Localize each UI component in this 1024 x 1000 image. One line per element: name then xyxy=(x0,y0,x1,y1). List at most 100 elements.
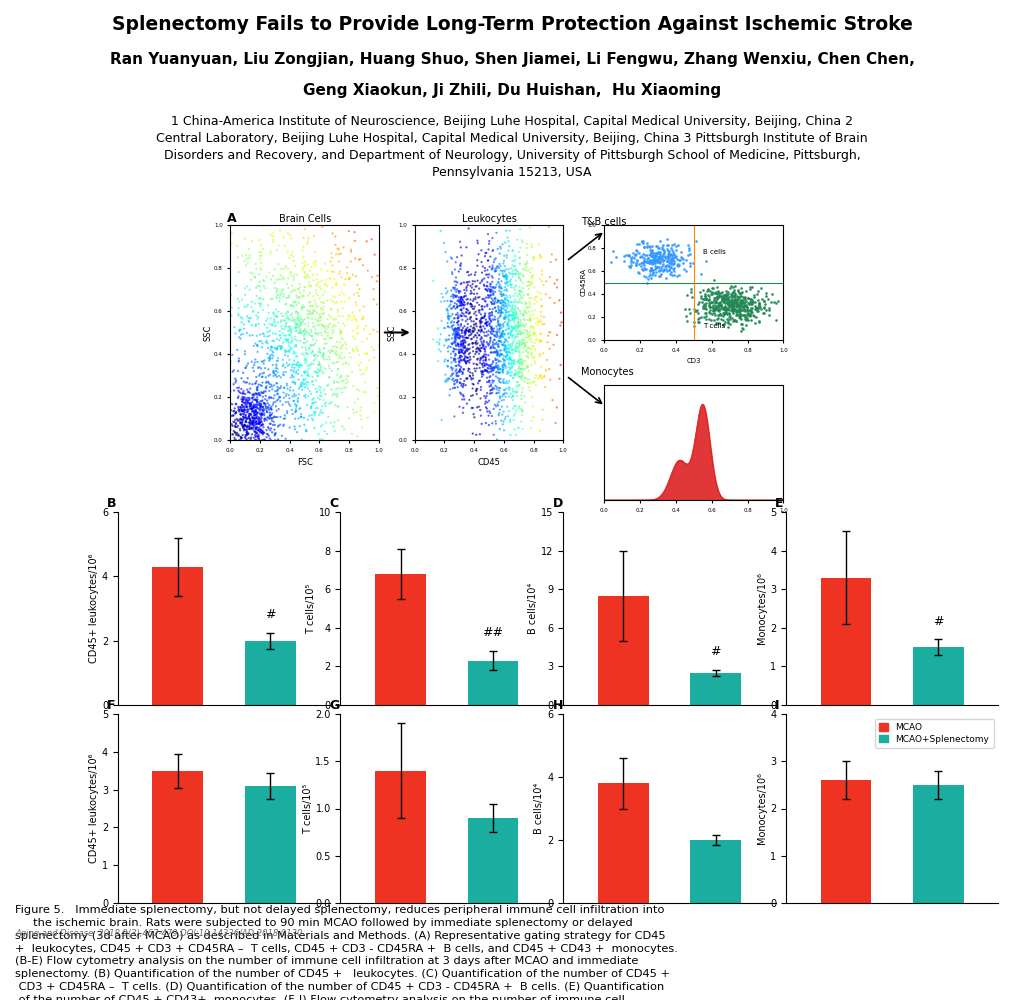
Point xyxy=(520,358,537,374)
Point xyxy=(717,299,733,315)
Point xyxy=(519,360,536,376)
Point xyxy=(717,302,733,318)
Point xyxy=(300,380,316,396)
Point xyxy=(237,418,253,434)
Point xyxy=(290,392,306,408)
Text: Ran Yuanyuan, Liu Zongjian, Huang Shuo, Shen Jiamei, Li Fengwu, Zhang Wenxiu, Ch: Ran Yuanyuan, Liu Zongjian, Huang Shuo, … xyxy=(110,52,914,67)
Point xyxy=(260,441,276,457)
Point xyxy=(483,463,500,479)
Point xyxy=(497,295,513,311)
Point xyxy=(266,280,283,296)
Point xyxy=(496,356,512,372)
Point xyxy=(249,337,265,353)
Point xyxy=(481,393,498,409)
Point xyxy=(237,287,253,303)
Point xyxy=(502,324,518,340)
Point xyxy=(228,436,245,452)
Point xyxy=(496,342,512,358)
Point xyxy=(239,251,255,267)
Point xyxy=(519,375,536,391)
Point xyxy=(501,365,517,381)
Point xyxy=(487,279,504,295)
Point xyxy=(258,422,274,438)
Point xyxy=(507,262,523,278)
Point xyxy=(649,254,666,270)
Point xyxy=(287,282,303,298)
Point xyxy=(497,263,513,279)
Point xyxy=(465,323,481,339)
Point xyxy=(500,341,516,357)
Point xyxy=(266,417,283,433)
Point xyxy=(303,398,319,414)
Point xyxy=(455,387,471,403)
Point xyxy=(245,402,261,418)
Point xyxy=(271,223,288,239)
Bar xyxy=(245,786,296,903)
Point xyxy=(305,288,322,304)
Point xyxy=(479,318,496,334)
Point xyxy=(464,331,480,347)
Point xyxy=(443,318,460,334)
Point xyxy=(346,233,362,249)
Point xyxy=(439,358,456,374)
Point xyxy=(483,359,500,375)
Point xyxy=(515,280,531,296)
Point xyxy=(501,350,517,366)
Point xyxy=(292,314,308,330)
Point xyxy=(325,288,341,304)
Point xyxy=(243,454,259,470)
Point xyxy=(351,383,368,399)
Point xyxy=(509,326,525,342)
Point xyxy=(730,298,746,314)
Point xyxy=(287,396,303,412)
Point xyxy=(259,324,275,340)
Point xyxy=(275,390,292,406)
Point xyxy=(315,346,332,362)
Point xyxy=(658,257,675,273)
Point xyxy=(484,320,501,336)
Point xyxy=(466,377,482,393)
Point xyxy=(522,276,539,292)
Point xyxy=(495,363,511,379)
Point xyxy=(495,324,511,340)
Point xyxy=(341,271,357,287)
Point xyxy=(445,343,462,359)
Point xyxy=(238,414,254,430)
Point xyxy=(480,408,497,424)
Point xyxy=(311,290,328,306)
Point xyxy=(237,417,253,433)
Point xyxy=(477,362,494,378)
Point xyxy=(455,345,471,361)
Point xyxy=(219,330,236,346)
Point xyxy=(251,386,267,402)
Point xyxy=(705,300,721,316)
Point xyxy=(514,332,530,348)
Point xyxy=(289,316,305,332)
Point xyxy=(508,307,524,323)
Point xyxy=(243,434,259,450)
Point xyxy=(305,395,322,411)
Point xyxy=(469,258,485,274)
Point xyxy=(510,317,526,333)
Point xyxy=(485,427,502,443)
Point xyxy=(252,327,268,343)
Point xyxy=(271,288,288,304)
Point xyxy=(340,312,356,328)
Point xyxy=(499,316,515,332)
Point xyxy=(732,300,749,316)
Point xyxy=(369,324,385,340)
Point xyxy=(303,450,319,466)
Point xyxy=(300,295,316,311)
Point xyxy=(696,309,713,325)
Point xyxy=(229,419,246,435)
Point xyxy=(715,308,731,324)
Point xyxy=(248,445,264,461)
Point xyxy=(716,316,732,332)
Point xyxy=(447,331,464,347)
Point xyxy=(492,317,508,333)
Point xyxy=(281,310,297,326)
Point xyxy=(723,299,739,315)
Point xyxy=(431,332,447,348)
Point xyxy=(281,434,297,450)
Point xyxy=(441,387,458,403)
